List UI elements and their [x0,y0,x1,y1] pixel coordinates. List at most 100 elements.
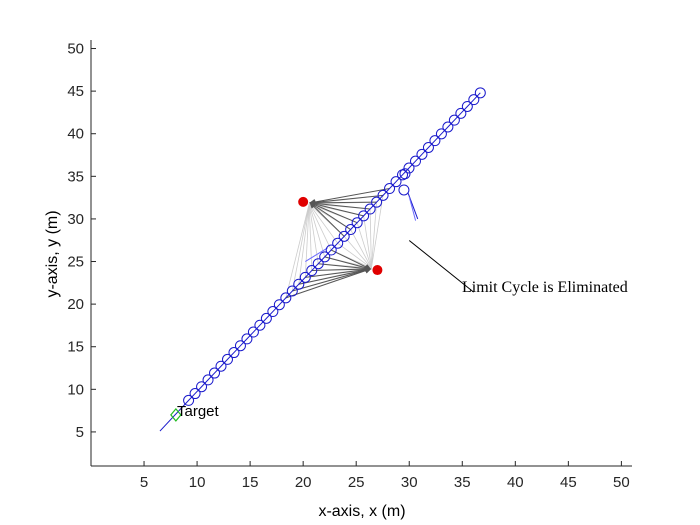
trajectory-point [306,265,318,277]
trajectory-point [455,107,467,119]
trajectory-point [398,184,410,196]
force-vector [309,188,390,205]
markers [170,196,474,422]
trajectory-point [247,326,259,338]
trajectory-point [422,142,434,154]
trajectory-point [202,374,214,386]
x-tick-label: 5 [140,474,148,491]
force-vector [292,267,372,292]
y-tick-label: 20 [67,296,84,313]
trajectory-point [234,340,246,352]
trajectory-point [273,299,285,311]
trajectory-point [254,319,266,331]
trajectory-point [358,210,370,222]
trajectory-point [345,224,357,236]
force-vector-faint [350,229,372,269]
axes: 5 10 15 20 25 30 35 40 45 50 5 10 15 20 25 30 35 40 45 50 [67,40,632,491]
x-tick-label: 35 [454,474,471,491]
trajectory-point [429,135,441,147]
force-vector [311,266,372,273]
trajectory-point [468,94,480,106]
force-vector [309,199,377,206]
trajectory-point [384,183,396,195]
x-tick-label: 40 [507,474,524,491]
force-vector-faint [308,203,332,251]
trajectory-point [319,251,331,263]
trajectory-point [189,388,201,400]
velocity-stroke [305,247,328,262]
force-vector-faint [291,203,310,292]
force-vector [298,267,372,285]
x-tick-label: 50 [613,474,630,491]
x-tick-label: 10 [189,474,206,491]
trajectory-point [390,176,402,188]
trajectory-point [241,333,253,345]
x-tick-label: 25 [348,474,365,491]
force-vector-faint [285,203,310,298]
trajectory-point [403,162,415,174]
trajectory-point [461,100,473,112]
annotation-text: Limit Cycle is Eliminated [462,279,628,296]
force-vector-faint [371,195,384,269]
trajectory-point [299,271,311,283]
force-vector-faint [298,203,310,285]
trajectory-point [228,347,240,359]
x-tick-label: 30 [401,474,418,491]
trajectory-point [312,258,324,270]
trajectory-line [159,92,481,432]
trajectory-point [215,360,227,372]
trajectory-point [293,278,305,290]
force-vector-faint [308,203,313,271]
trajectory-point [416,148,428,160]
trajectory-point [183,394,195,406]
obstacle-point [298,196,309,207]
trajectory-point [399,168,411,180]
y-tick-label: 15 [67,339,84,356]
force-vectors [285,188,390,299]
trajectory-point [260,312,272,324]
x-tick-label: 15 [242,474,259,491]
trajectory-point [351,217,363,229]
trajectory-point [286,285,298,297]
trajectory-point [280,292,292,304]
force-vector [305,266,372,278]
target-label: Target [177,403,220,420]
trajectory-point [364,203,376,215]
force-vector-faint [308,203,319,264]
force-vector [309,202,358,224]
force-vector-faint [356,222,372,269]
force-vector [309,202,345,237]
obstacle-point [372,265,383,276]
force-vector [318,263,372,272]
trajectory-point [267,306,279,318]
trajectory-point [448,114,460,126]
trajectory-point [325,244,337,256]
velocity-stroke [408,196,417,221]
y-tick-label: 45 [67,83,84,100]
force-vector [309,194,384,206]
y-tick-label: 35 [67,168,84,185]
force-vector-faint [337,242,372,269]
force-vector [324,256,372,271]
annotation-line [408,240,474,293]
force-vector [285,267,372,299]
force-vector-faint [369,209,372,269]
force-vector-faint [304,203,310,278]
force-vector-faint [371,202,377,269]
y-tick-label: 5 [76,424,84,441]
force-vector [330,249,372,270]
force-vector [309,201,364,217]
y-axis-title: y-axis, y (m) [44,210,61,297]
target-marker [170,407,182,422]
trajectory [159,87,486,432]
force-vector-faint [308,203,326,257]
force-vector [309,202,351,230]
trajectory-point [221,353,233,365]
force-vector-faint [363,215,372,269]
trajectory-point [474,87,486,99]
y-tick-label: 30 [67,211,84,228]
trajectory-point [332,237,344,249]
trajectory-point [338,230,350,242]
y-tick-label: 10 [67,381,84,398]
y-tick-label: 25 [67,254,84,271]
